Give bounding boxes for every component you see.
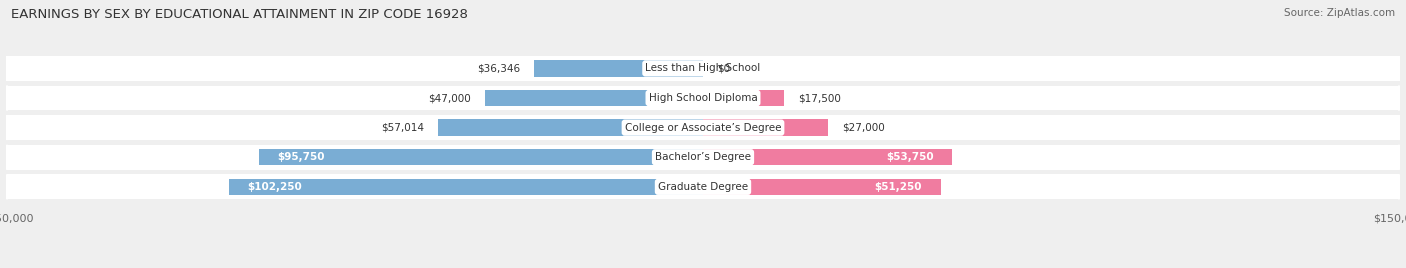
Text: $0: $0 — [717, 64, 730, 73]
Text: Graduate Degree: Graduate Degree — [658, 182, 748, 192]
Text: $102,250: $102,250 — [247, 182, 302, 192]
Text: Source: ZipAtlas.com: Source: ZipAtlas.com — [1284, 8, 1395, 18]
Text: $53,750: $53,750 — [886, 152, 934, 162]
Bar — [259, 149, 703, 165]
Text: Less than High School: Less than High School — [645, 64, 761, 73]
Text: High School Diploma: High School Diploma — [648, 93, 758, 103]
Bar — [229, 179, 703, 195]
Text: $57,014: $57,014 — [381, 123, 425, 133]
Text: Bachelor’s Degree: Bachelor’s Degree — [655, 152, 751, 162]
Bar — [703, 149, 952, 165]
Bar — [7, 56, 1399, 81]
Text: EARNINGS BY SEX BY EDUCATIONAL ATTAINMENT IN ZIP CODE 16928: EARNINGS BY SEX BY EDUCATIONAL ATTAINMEN… — [11, 8, 468, 21]
Bar — [703, 90, 785, 106]
Text: $27,000: $27,000 — [842, 123, 884, 133]
Text: $17,500: $17,500 — [799, 93, 841, 103]
Bar — [703, 179, 941, 195]
Text: College or Associate’s Degree: College or Associate’s Degree — [624, 123, 782, 133]
Bar — [485, 90, 703, 106]
Bar — [7, 85, 1399, 110]
Bar — [7, 174, 1399, 199]
Text: $47,000: $47,000 — [429, 93, 471, 103]
Bar — [7, 115, 1399, 140]
Bar — [439, 120, 703, 136]
Text: $95,750: $95,750 — [277, 152, 325, 162]
Text: $51,250: $51,250 — [875, 182, 922, 192]
Text: $36,346: $36,346 — [477, 64, 520, 73]
Bar — [703, 120, 828, 136]
Bar — [7, 145, 1399, 170]
Bar — [534, 60, 703, 77]
